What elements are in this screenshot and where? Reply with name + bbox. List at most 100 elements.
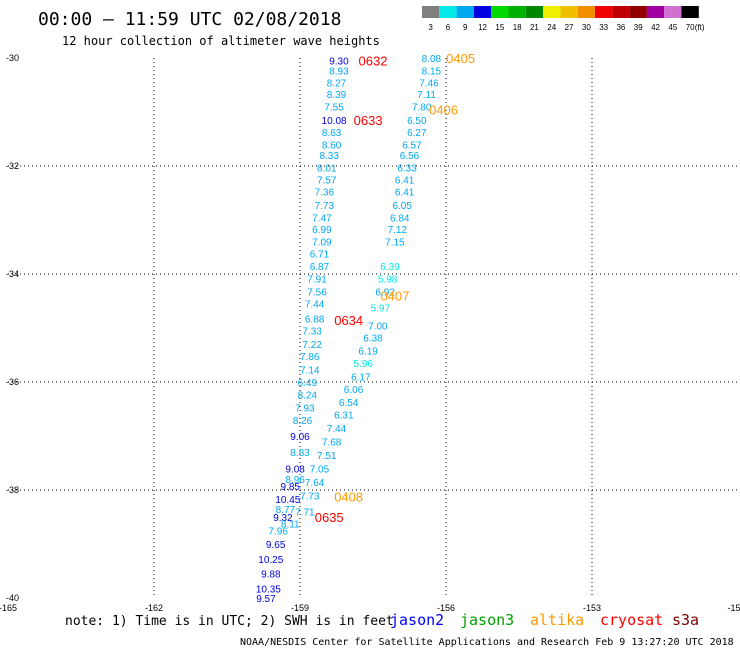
swh-point-cryosat: 7.36: [315, 187, 335, 198]
swh-point-jason2: 10.08: [322, 116, 347, 127]
swh-point-altika: 7.11: [417, 90, 436, 101]
swh-point-altika: 7.64: [305, 478, 325, 489]
swh-point-altika: 7.46: [419, 78, 439, 89]
y-tick-label: -34: [6, 269, 19, 279]
swh-point-jason2: 10.25: [258, 555, 283, 566]
swh-point-jason2: 9.57: [256, 594, 276, 605]
scale-label-70: 70: [686, 23, 695, 32]
scale-label-27: 27: [565, 23, 574, 32]
y-tick-label: -38: [6, 485, 19, 495]
swh-point-cryosat: 7.55: [324, 103, 344, 114]
swh-point-cryosat: 8.63: [322, 128, 342, 139]
chart-subtitle: 12 hour collection of altimeter wave hei…: [62, 34, 380, 48]
swh-point-jason2: 9.32: [273, 513, 293, 524]
scale-label-30: 30: [582, 23, 591, 32]
swh-point-cryosat: 6.87: [310, 262, 330, 273]
scale-label-42: 42: [651, 23, 660, 32]
swh-point-altika: 7.05: [310, 464, 330, 475]
swh-point-cryosat: 8.60: [322, 140, 342, 151]
swh-point-jason2: 10.35: [256, 584, 281, 595]
swh-point-cryosat: 8.39: [327, 90, 347, 101]
scale-label-45: 45: [668, 23, 677, 32]
swh-point-cryosat: 8.93: [329, 66, 349, 77]
swh-point-altika: 7.71: [295, 508, 315, 519]
scale-swatch-3: [422, 6, 440, 18]
chart-title: 00:00 – 11:59 UTC 02/08/2018: [38, 9, 341, 30]
x-tick-label: -165: [0, 603, 17, 613]
x-tick-label: -159: [291, 603, 309, 613]
swh-point-cryosat: 8.27: [327, 78, 347, 89]
scale-label-36: 36: [616, 23, 625, 32]
swh-point-altika: 6.41: [395, 187, 415, 198]
swh-point-cryosat: 8.24: [298, 390, 318, 401]
credit-line: NOAA/NESDIS Center for Satellite Applica…: [240, 637, 734, 648]
swh-point-cryosat: 7.33: [302, 327, 322, 338]
x-tick-label: -15: [727, 603, 740, 613]
swh-point-altika: 5.98: [378, 274, 398, 285]
pass-time-0635: 0635: [315, 510, 344, 525]
swh-point-altika: 7.44: [327, 424, 347, 435]
swh-point-cryosat: 6.71: [310, 249, 330, 260]
swh-point-altika: 6.19: [358, 347, 378, 358]
swh-point-cryosat: 7.56: [307, 287, 327, 298]
swh-point-altika: 6.56: [400, 151, 420, 162]
swh-point-jason2: 9.08: [285, 464, 305, 475]
scale-swatch-24: [543, 6, 561, 18]
scale-swatch-45: [664, 6, 682, 18]
swh-point-altika: 6.84: [390, 213, 410, 224]
swh-point-altika: 6.57: [402, 140, 422, 151]
swh-point-cryosat: 8.26: [293, 416, 313, 427]
pass-time-0634: 0634: [334, 313, 363, 328]
scale-label-15: 15: [495, 23, 504, 32]
scale-label-3: 3: [428, 23, 433, 32]
scale-swatch-39: [629, 6, 647, 18]
scale-swatch-15: [491, 6, 509, 18]
swh-point-cryosat: 7.86: [300, 352, 320, 363]
swh-point-jason2: 9.65: [266, 540, 286, 551]
swh-point-altika: 7.68: [322, 437, 342, 448]
swh-point-cryosat: 8.96: [285, 475, 305, 486]
pass-time-labels: 0632 0405 0406 0633 0407 0634 0408 0635: [315, 51, 475, 525]
swh-point-altika: 7.73: [300, 491, 320, 502]
y-tick-label: -40: [6, 593, 19, 603]
swh-color-scale: 3 6 9 12 15 18 21 24 27 30 33 36 39 42 45 70 (ft): [422, 6, 705, 32]
swh-point-cryosat: 7.14: [300, 366, 320, 377]
swh-point-jason2: 9.88: [261, 570, 281, 581]
scale-swatch-36: [612, 6, 630, 18]
swh-point-cryosat: 7.57: [317, 176, 337, 187]
scale-label-6: 6: [446, 23, 451, 32]
y-tick-label: -32: [6, 161, 19, 171]
pass-time-0406: 0406: [429, 102, 458, 117]
y-tick-label: -30: [6, 53, 19, 63]
swh-point-altika: 6.17: [351, 373, 371, 384]
swh-point-altika: 6.06: [344, 385, 364, 396]
scale-swatch-18: [508, 6, 526, 18]
swh-point-cryosat: 7.93: [295, 403, 315, 414]
swh-point-jason2: 9.30: [329, 57, 349, 68]
swh-point-altika: 6.27: [407, 128, 427, 139]
swh-point-altika: 8.15: [422, 66, 442, 77]
swh-point-cryosat: 8.83: [290, 448, 310, 459]
swh-point-altika: 7.12: [388, 225, 408, 236]
swh-point-cryosat: 7.47: [312, 213, 332, 224]
swh-point-cryosat: 7.22: [302, 340, 322, 351]
swh-point-jason2: 9.06: [290, 432, 310, 443]
scale-swatch-12: [473, 6, 492, 18]
scale-label-12: 12: [478, 23, 487, 32]
legend-s3a: s3a: [672, 611, 699, 629]
swh-point-altika: 6.33: [397, 164, 417, 175]
swh-point-altika: 5.97: [371, 303, 391, 314]
scale-label-39: 39: [634, 23, 643, 32]
scale-swatch-27: [560, 6, 578, 18]
pass-time-0632: 0632: [359, 54, 388, 69]
swh-point-cryosat: 8.77: [276, 505, 296, 516]
y-axis-ticks: -30 -32 -34 -36 -38 -40: [6, 53, 19, 603]
scale-swatch-70: [681, 6, 699, 18]
scale-swatch-42: [646, 6, 665, 18]
legend-altika: altika: [530, 611, 584, 629]
swh-point-cryosat: 7.91: [307, 274, 327, 285]
note-text: note: 1) Time is in UTC; 2) SWH is in fe…: [65, 614, 394, 629]
swh-point-cryosat: 7.73: [315, 201, 335, 212]
pass-time-0408: 0408: [334, 489, 363, 504]
